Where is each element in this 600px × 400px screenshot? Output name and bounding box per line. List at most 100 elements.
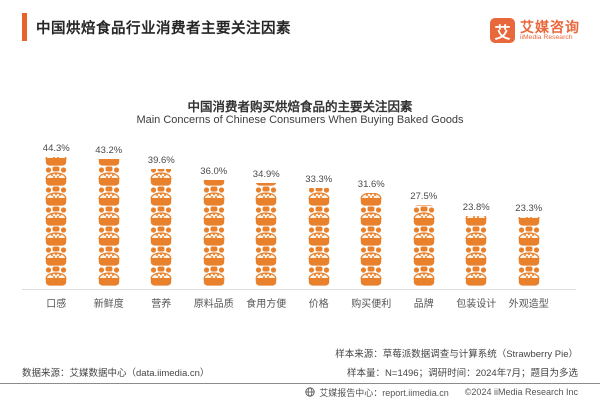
bar-column-freshness: 43.2% 新鲜度 [83,143,136,313]
bread-icon [465,226,487,246]
pictogram-bar [201,180,227,286]
bread-icon [465,266,487,286]
category-label: 购买便利 [351,299,392,310]
data-source-note: 数据来源：艾媒数据中心（data.iimedia.cn） [22,368,210,379]
bar-value-label: 36.0% [200,166,228,177]
chart-subtitle: Main Concerns of Chinese Consumers When … [136,114,464,126]
bread-icon [45,166,67,186]
bread-icon [518,217,540,226]
page-title: 中国烘焙食品行业消费者主要关注因素 [36,20,291,37]
bar-value-label: 33.3% [305,174,333,185]
bread-icon [308,206,330,226]
bread-icon [150,186,172,206]
category-label: 包装设计 [456,299,497,310]
bread-icon [203,180,224,186]
chart-title: 中国消费者购买烘焙食品的主要关注因素 [187,100,413,114]
bread-icon [413,206,435,226]
bread-icon [45,186,67,206]
bar-value-label: 34.9% [252,169,280,180]
bread-icon [150,169,172,186]
bar-column-appearance: 23.3% 外观造型 [503,143,556,313]
bread-icon [203,186,225,206]
bread-icon [518,246,540,266]
bread-icon [98,246,120,266]
bread-icon [308,188,330,206]
bread-icon [98,206,120,226]
category-label: 价格 [308,299,329,310]
bread-icon [256,183,277,186]
bar-value-label: 44.3% [42,143,70,154]
bar-column-taste: 44.3% 口感 [30,143,83,313]
bars-row: 44.3% 口感 43.2% 新鲜度 39.6% 营养 36.0% 原料品质 34.9% 食用方便… [30,143,555,313]
category-label: 外观造型 [508,299,549,310]
bar-value-label: 27.5% [410,191,438,202]
bread-icon [360,206,382,226]
bread-icon [413,246,435,266]
bar-column-purchase-convenience: 31.6% 购买便利 [345,143,398,313]
pictogram-bar [358,193,384,286]
bar-column-eating-convenience: 34.9% 食用方便 [240,143,293,313]
report-center-label: 艾媒报告中心：report.iimedia.cn [319,387,449,398]
logo-text: 艾媒咨询 iiMedia Research [520,18,580,42]
bread-icon [45,246,67,266]
sample-source-note: 样本来源：草莓派数据调查与计算系统（Strawberry Pie） [335,349,578,360]
category-label: 口感 [46,299,67,310]
bread-icon [360,226,382,246]
bread-icon [203,266,225,286]
bread-icon [255,206,277,226]
bread-icon [45,226,67,246]
bread-icon [413,226,435,246]
logo-glyph-icon: 艾 [490,18,515,43]
category-label: 原料品质 [193,299,234,310]
bread-icon [255,266,277,286]
bar-column-price: 33.3% 价格 [293,143,346,313]
bread-icon [308,246,330,266]
logo-name-cn: 艾媒咨询 [520,18,580,35]
bread-icon [98,159,120,166]
bar-column-nutrition: 39.6% 营养 [135,143,188,313]
bread-icon [98,166,120,186]
bread-icon [45,206,67,226]
pictogram-bar [253,183,279,286]
copyright-label: ©2024 iiMedia Research Inc [464,387,578,397]
category-label: 品牌 [413,299,434,310]
pictogram-bar [96,159,122,286]
header: 中国烘焙食品行业消费者主要关注因素 艾 艾媒咨询 iiMedia Researc… [22,13,580,43]
bread-icon [360,193,382,206]
bar-value-label: 43.2% [95,145,123,156]
header-title-wrap: 中国烘焙食品行业消费者主要关注因素 [22,13,291,41]
bread-icon [45,157,67,166]
category-label: 新鲜度 [93,299,124,310]
bread-icon [45,266,67,286]
pictogram-bar-chart: 44.3% 口感 43.2% 新鲜度 39.6% 营养 36.0% 原料品质 34.9% 食用方便… [30,143,555,313]
bread-icon [465,216,487,226]
bar-value-label: 39.6% [147,155,175,166]
bread-icon [98,226,120,246]
bread-icon [308,226,330,246]
bread-icon [150,266,172,286]
bar-column-ingredient-quality: 36.0% 原料品质 [188,143,241,313]
bread-icon [98,266,120,286]
pictogram-bar [148,169,174,286]
iimedia-logo: 艾 艾媒咨询 iiMedia Research [490,18,580,43]
bar-value-label: 31.6% [357,179,385,190]
bread-icon [203,206,225,226]
x-axis-baseline [22,289,576,290]
report-center: 艾媒报告中心：report.iimedia.cn [305,386,449,399]
pictogram-bar [516,217,542,286]
bread-icon [255,186,277,206]
category-label: 营养 [151,299,172,310]
bread-icon [360,266,382,286]
bar-column-brand: 27.5% 品牌 [398,143,451,313]
pictogram-bar [43,157,69,286]
sample-notes: 样本来源：草莓派数据调查与计算系统（Strawberry Pie） 样本量：N=… [335,341,578,379]
pictogram-bar [463,216,489,286]
bread-icon [415,205,433,206]
bread-icon [308,266,330,286]
sample-info-note: 样本量：N=1496；调研时间：2024年7月；题目为多选 [347,368,578,379]
bread-icon [413,266,435,286]
bread-icon [518,226,540,246]
pictogram-bar [306,188,332,286]
category-label: 食用方便 [246,299,287,310]
